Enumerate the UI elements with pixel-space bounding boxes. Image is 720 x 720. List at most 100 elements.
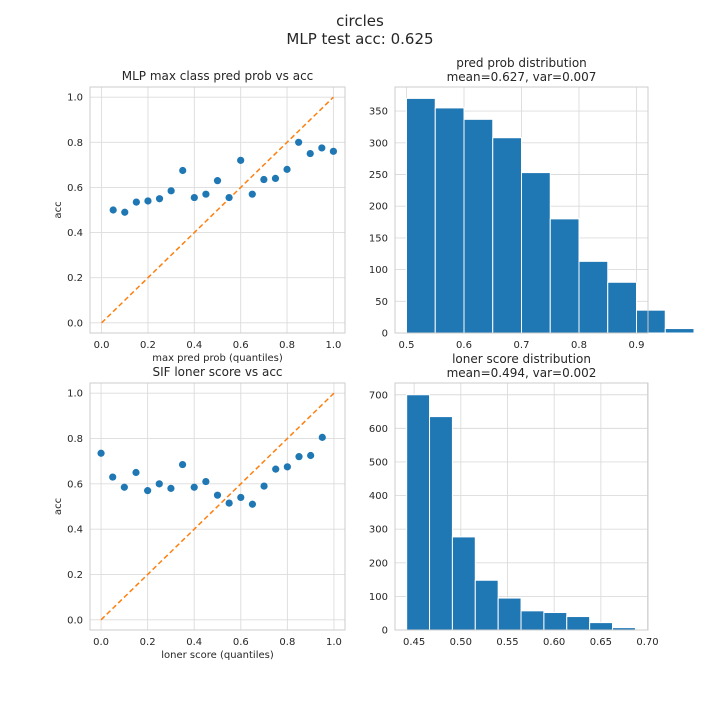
y-tick-label: 0.6: [67, 479, 83, 490]
histogram-bar: [497, 597, 522, 631]
histogram-bar: [492, 137, 522, 334]
y-tick-label: 0.0: [67, 615, 83, 626]
scatter-point: [225, 193, 233, 202]
histogram-panel-loner-score: 0.45 0.50 0.55 0.60 0.65 0.70 0 100 200 300 400 500…: [369, 352, 659, 648]
histogram-bar: [406, 97, 436, 334]
scatter-points: [109, 138, 338, 216]
x-tick-label: 0.2: [140, 340, 156, 351]
y-axis-label: acc: [53, 201, 64, 218]
y-tick-label: 0: [382, 626, 388, 637]
y-tick-label: 600: [369, 424, 388, 435]
x-tick-label: 0.70: [636, 637, 658, 648]
scatter-point: [132, 468, 140, 477]
histogram-bar: [566, 616, 591, 631]
scatter-point: [283, 165, 291, 173]
y-tick-label: 500: [369, 457, 388, 468]
scatter-point: [237, 493, 245, 502]
x-tick-label: 0.8: [279, 637, 295, 648]
y-tick-label: 100: [369, 592, 388, 603]
panel-title: loner score distribution: [452, 352, 591, 366]
scatter-point: [155, 195, 164, 203]
y-tick-label: 1.0: [67, 93, 83, 104]
histogram-bar: [578, 260, 609, 334]
x-tick-label: 0.50: [450, 637, 472, 648]
x-tick-label: 0.9: [629, 340, 645, 351]
scatter-point: [318, 144, 326, 152]
y-tick-label: 100: [369, 265, 388, 276]
y-tick-label: 0.0: [67, 318, 83, 329]
scatter-point: [213, 177, 222, 185]
scatter-point: [202, 477, 210, 486]
histogram-bar: [434, 107, 465, 334]
x-tick-label: 0.60: [543, 637, 565, 648]
x-axis-label: loner score (quantiles): [161, 650, 274, 661]
scatter-panel-loner-score: 0.0 0.2 0.4 0.6 0.8 1.0 0.0 0.2 0.4 0.6 0.8 1.0 lone…: [53, 365, 346, 661]
x-tick-label: 0.4: [186, 637, 202, 648]
scatter-point: [260, 482, 268, 490]
scatter-point: [109, 206, 117, 214]
scatter-points: [97, 433, 326, 508]
scatter-point: [295, 453, 303, 461]
histogram-bar: [451, 536, 476, 631]
x-tick-label: 0.4: [186, 340, 202, 351]
x-tick-label: 0.7: [514, 340, 530, 351]
x-axis-label: max pred prob (quantiles): [152, 353, 283, 364]
y-tick-label: 400: [369, 491, 388, 502]
scatter-point: [225, 499, 233, 507]
identity-reference-line: [100, 392, 335, 621]
y-tick-label: 350: [369, 107, 388, 118]
x-tick-label: 0.6: [233, 637, 249, 648]
plot-frame: [89, 86, 346, 334]
y-tick-label: 0.8: [67, 138, 83, 149]
scatter-point: [121, 208, 129, 216]
scatter-point: [295, 138, 303, 146]
scatter-point: [237, 156, 245, 164]
scatter-point: [178, 460, 187, 469]
histogram-bar: [521, 172, 551, 334]
scatter-point: [190, 193, 198, 202]
scatter-point: [109, 473, 117, 481]
panel-subtitle: mean=0.494, var=0.002: [447, 366, 597, 380]
scatter-point: [248, 190, 256, 198]
y-tick-label: 150: [369, 233, 388, 244]
x-tick-label: 0.55: [496, 637, 518, 648]
panel-title: pred prob distribution: [456, 56, 587, 70]
panel-title: SIF loner score vs acc: [152, 365, 282, 379]
x-tick-label: 1.0: [326, 637, 342, 648]
histogram-bar: [549, 218, 580, 334]
histogram-bar: [520, 610, 545, 631]
scatter-panel-pred-prob: 0.0 0.2 0.4 0.6 0.8 1.0 0.0 0.2 0.4 0.6 0.8 1.0 max …: [53, 69, 346, 364]
scatter-point: [167, 187, 175, 195]
scatter-point: [132, 198, 140, 206]
x-tick-label: 0.45: [403, 637, 425, 648]
y-tick-label: 1.0: [67, 389, 83, 400]
plot-frame: [394, 382, 649, 631]
histogram-bar: [463, 118, 494, 334]
scatter-point: [307, 451, 315, 460]
y-tick-label: 0.4: [67, 228, 83, 239]
scatter-point: [272, 465, 280, 473]
x-tick-label: 1.0: [325, 340, 341, 351]
histogram-bar: [474, 579, 499, 631]
scatter-point: [97, 449, 105, 457]
panel-title: MLP max class pred prob vs acc: [122, 69, 314, 83]
histogram-bar: [636, 309, 666, 334]
identity-reference-line: [101, 96, 334, 324]
figure-subtitle: MLP test acc: 0.625: [286, 30, 433, 48]
scatter-point: [190, 483, 198, 491]
y-tick-label: 0.6: [67, 183, 83, 194]
scatter-point: [167, 484, 175, 492]
y-tick-label: 0: [382, 329, 388, 340]
histogram-bar: [664, 328, 695, 334]
scatter-point: [306, 149, 314, 158]
y-tick-label: 0.4: [67, 525, 83, 536]
panel-subtitle: mean=0.627, var=0.007: [447, 70, 597, 84]
scatter-point: [271, 174, 280, 183]
histogram-bar: [543, 612, 568, 631]
x-tick-label: 0.8: [279, 340, 295, 351]
figure-title: circles: [336, 12, 384, 30]
x-tick-label: 0.5: [399, 340, 415, 351]
scatter-point: [213, 491, 222, 499]
scatter-point: [248, 500, 257, 508]
x-tick-label: 0.6: [456, 340, 472, 351]
